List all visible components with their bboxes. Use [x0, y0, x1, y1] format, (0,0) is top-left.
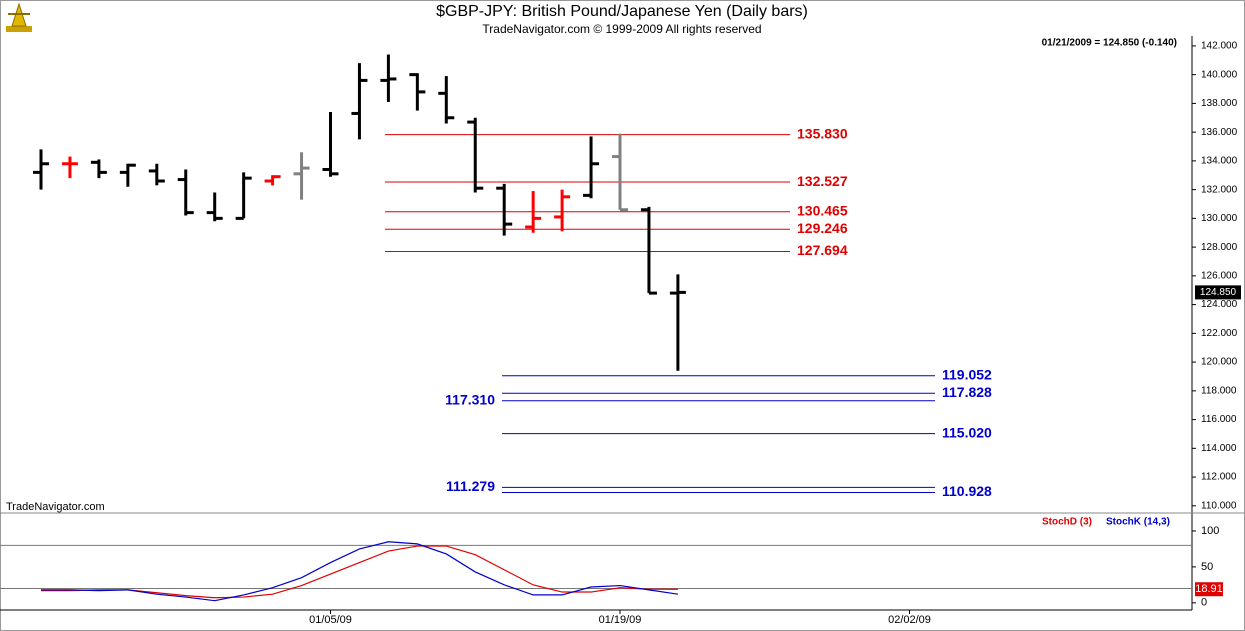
level-label: 132.527 [797, 173, 848, 189]
last-price-label: 124.850 [1200, 287, 1237, 298]
y-tick-label: 50 [1201, 561, 1213, 573]
y-tick-label: 114.000 [1201, 443, 1237, 454]
y-tick-label: 134.000 [1201, 156, 1238, 167]
level-label: 117.828 [942, 384, 992, 400]
level-label: 111.279 [446, 478, 495, 494]
level-label: 110.928 [942, 483, 992, 499]
y-tick-label: 124.000 [1201, 299, 1238, 310]
logo [6, 2, 32, 32]
chart-title: $GBP-JPY: British Pound/Japanese Yen (Da… [436, 3, 808, 20]
y-tick-label: 110.000 [1201, 500, 1237, 511]
y-tick-label: 120.000 [1201, 357, 1238, 368]
y-tick-label: 112.000 [1201, 472, 1237, 483]
stoch-line [41, 541, 678, 602]
y-tick-label: 132.000 [1201, 184, 1238, 195]
watermark: TradeNavigator.com [6, 501, 105, 513]
y-tick-label: 0 [1201, 597, 1207, 609]
level-label: 130.465 [797, 202, 848, 218]
last-value-label: 18.91 [1195, 583, 1223, 595]
y-tick-label: 128.000 [1201, 242, 1238, 253]
y-tick-label: 118.000 [1201, 385, 1237, 396]
y-tick-label: 122.000 [1201, 328, 1238, 339]
level-label: 117.310 [445, 391, 495, 407]
chart-subtitle: TradeNavigator.com © 1999-2009 All right… [482, 22, 761, 36]
y-tick-label: 136.000 [1201, 127, 1238, 138]
y-tick-label: 126.000 [1201, 270, 1238, 281]
legend-entry: StochK (14,3) [1106, 517, 1170, 528]
x-tick-label: 02/02/09 [888, 614, 931, 626]
level-label: 127.694 [797, 242, 848, 258]
last-price-box [1195, 285, 1241, 300]
level-label: 119.052 [942, 366, 992, 382]
level-label: 129.246 [797, 220, 848, 236]
header-quote: 01/21/2009 = 124.850 (-0.140) [1042, 38, 1177, 49]
y-tick-label: 140.000 [1201, 69, 1238, 80]
x-tick-label: 01/19/09 [599, 614, 642, 626]
last-value-box [1195, 582, 1223, 597]
level-label: 135.830 [797, 125, 848, 141]
y-tick-label: 116.000 [1201, 414, 1237, 425]
legend-entry: StochD (3) [1042, 517, 1092, 528]
y-tick-label: 130.000 [1201, 213, 1238, 224]
x-tick-label: 01/05/09 [309, 614, 352, 626]
y-tick-label: 142.000 [1201, 41, 1238, 52]
y-tick-label: 138.000 [1201, 98, 1238, 109]
y-tick-label: 100 [1201, 525, 1219, 537]
level-label: 115.020 [942, 424, 992, 440]
